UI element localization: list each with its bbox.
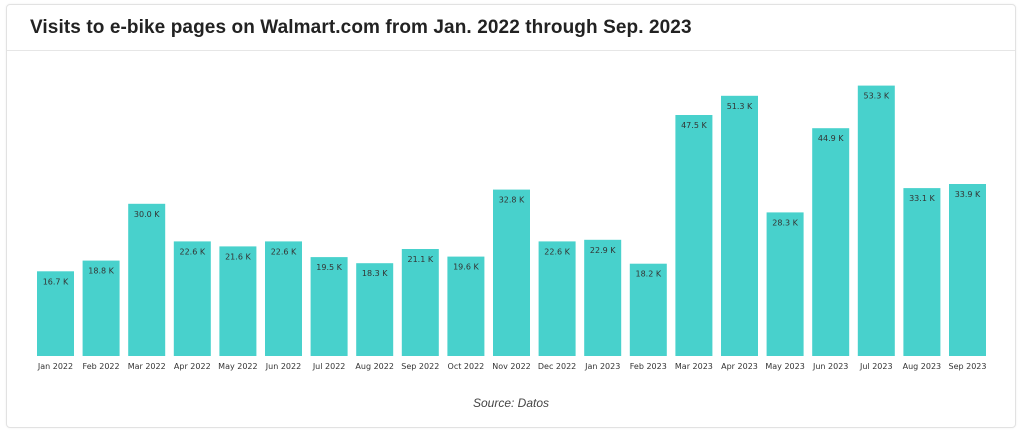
data-label: 32.8 K (499, 196, 525, 205)
bar-dec-2022 (538, 241, 576, 356)
chart-title: Visits to e-bike pages on Walmart.com fr… (30, 17, 692, 38)
bar-chart: 16.7 K Jan 2022 18.8 K Feb 2022 30.0 K Mar 20… (37, 85, 987, 371)
data-label: 53.3 K (863, 92, 889, 101)
bar-aug-2023 (903, 188, 941, 356)
data-label: 30.0 K (134, 210, 160, 219)
bar-apr-2022 (173, 241, 211, 356)
data-label: 33.1 K (909, 194, 935, 203)
x-tick-label: Aug 2022 (355, 362, 394, 371)
x-tick-label: Aug 2023 (903, 362, 942, 371)
chart-card: Visits to e-bike pages on Walmart.com fr… (6, 4, 1016, 428)
data-label: 18.3 K (362, 269, 388, 278)
bar-feb-2022 (82, 260, 120, 356)
bar-mar-2022 (128, 203, 166, 356)
x-tick-label: Oct 2022 (448, 362, 485, 371)
data-label: 21.1 K (407, 255, 433, 264)
data-label: 16.7 K (43, 277, 69, 286)
bar-nov-2022 (493, 189, 530, 356)
source-note: Source: Datos (472, 396, 550, 410)
bar-jan-2023 (584, 239, 622, 356)
data-label: 51.3 K (727, 102, 753, 111)
data-label: 28.3 K (772, 218, 798, 227)
x-tick-label: Jun 2023 (812, 362, 848, 371)
bar-jul-2023 (857, 85, 895, 356)
x-tick-label: Sep 2023 (949, 362, 987, 371)
bar-may-2022 (219, 246, 257, 356)
x-tick-label: Dec 2022 (538, 362, 576, 371)
x-tick-label: Apr 2023 (721, 362, 758, 371)
x-tick-label: Feb 2023 (630, 362, 667, 371)
chart-header: Visits to e-bike pages on Walmart.com fr… (7, 5, 1015, 51)
data-label: 18.2 K (635, 270, 661, 279)
bar-mar-2023 (675, 115, 713, 356)
data-label: 22.9 K (590, 246, 616, 255)
bar-sep-2022 (401, 249, 439, 356)
bar-may-2023 (766, 212, 804, 356)
data-label: 47.5 K (681, 121, 707, 130)
data-label: 44.9 K (818, 134, 844, 143)
x-tick-label: Sep 2022 (401, 362, 439, 371)
data-label: 33.9 K (955, 190, 981, 199)
data-label: 21.6 K (225, 252, 251, 261)
x-tick-label: Feb 2022 (83, 362, 120, 371)
bar-apr-2023 (721, 95, 758, 357)
x-tick-label: Jun 2022 (265, 362, 301, 371)
data-label: 19.5 K (316, 263, 342, 272)
data-label: 22.6 K (271, 247, 297, 256)
bar-jan-2022 (37, 271, 74, 356)
bar-feb-2023 (629, 263, 667, 356)
x-tick-label: Jul 2023 (859, 362, 893, 371)
bar-jun-2022 (265, 241, 302, 356)
x-tick-label: Apr 2022 (174, 362, 211, 371)
bar-jul-2022 (310, 257, 348, 356)
data-label: 18.8 K (88, 267, 114, 276)
data-label: 19.6 K (453, 263, 479, 272)
x-tick-label: Nov 2022 (492, 362, 531, 371)
bar-sep-2023 (949, 184, 986, 356)
x-tick-label: May 2023 (765, 362, 804, 371)
data-label: 22.6 K (179, 247, 205, 256)
data-label: 22.6 K (544, 247, 570, 256)
x-tick-label: Jul 2022 (312, 362, 346, 371)
bar-oct-2022 (447, 256, 485, 356)
x-tick-label: Jan 2023 (584, 362, 620, 371)
x-tick-label: Jan 2022 (37, 362, 73, 371)
x-tick-label: Mar 2022 (128, 362, 166, 371)
x-tick-label: Mar 2023 (675, 362, 713, 371)
x-tick-label: May 2022 (218, 362, 257, 371)
bar-jun-2023 (812, 128, 850, 356)
bar-aug-2022 (356, 263, 394, 356)
